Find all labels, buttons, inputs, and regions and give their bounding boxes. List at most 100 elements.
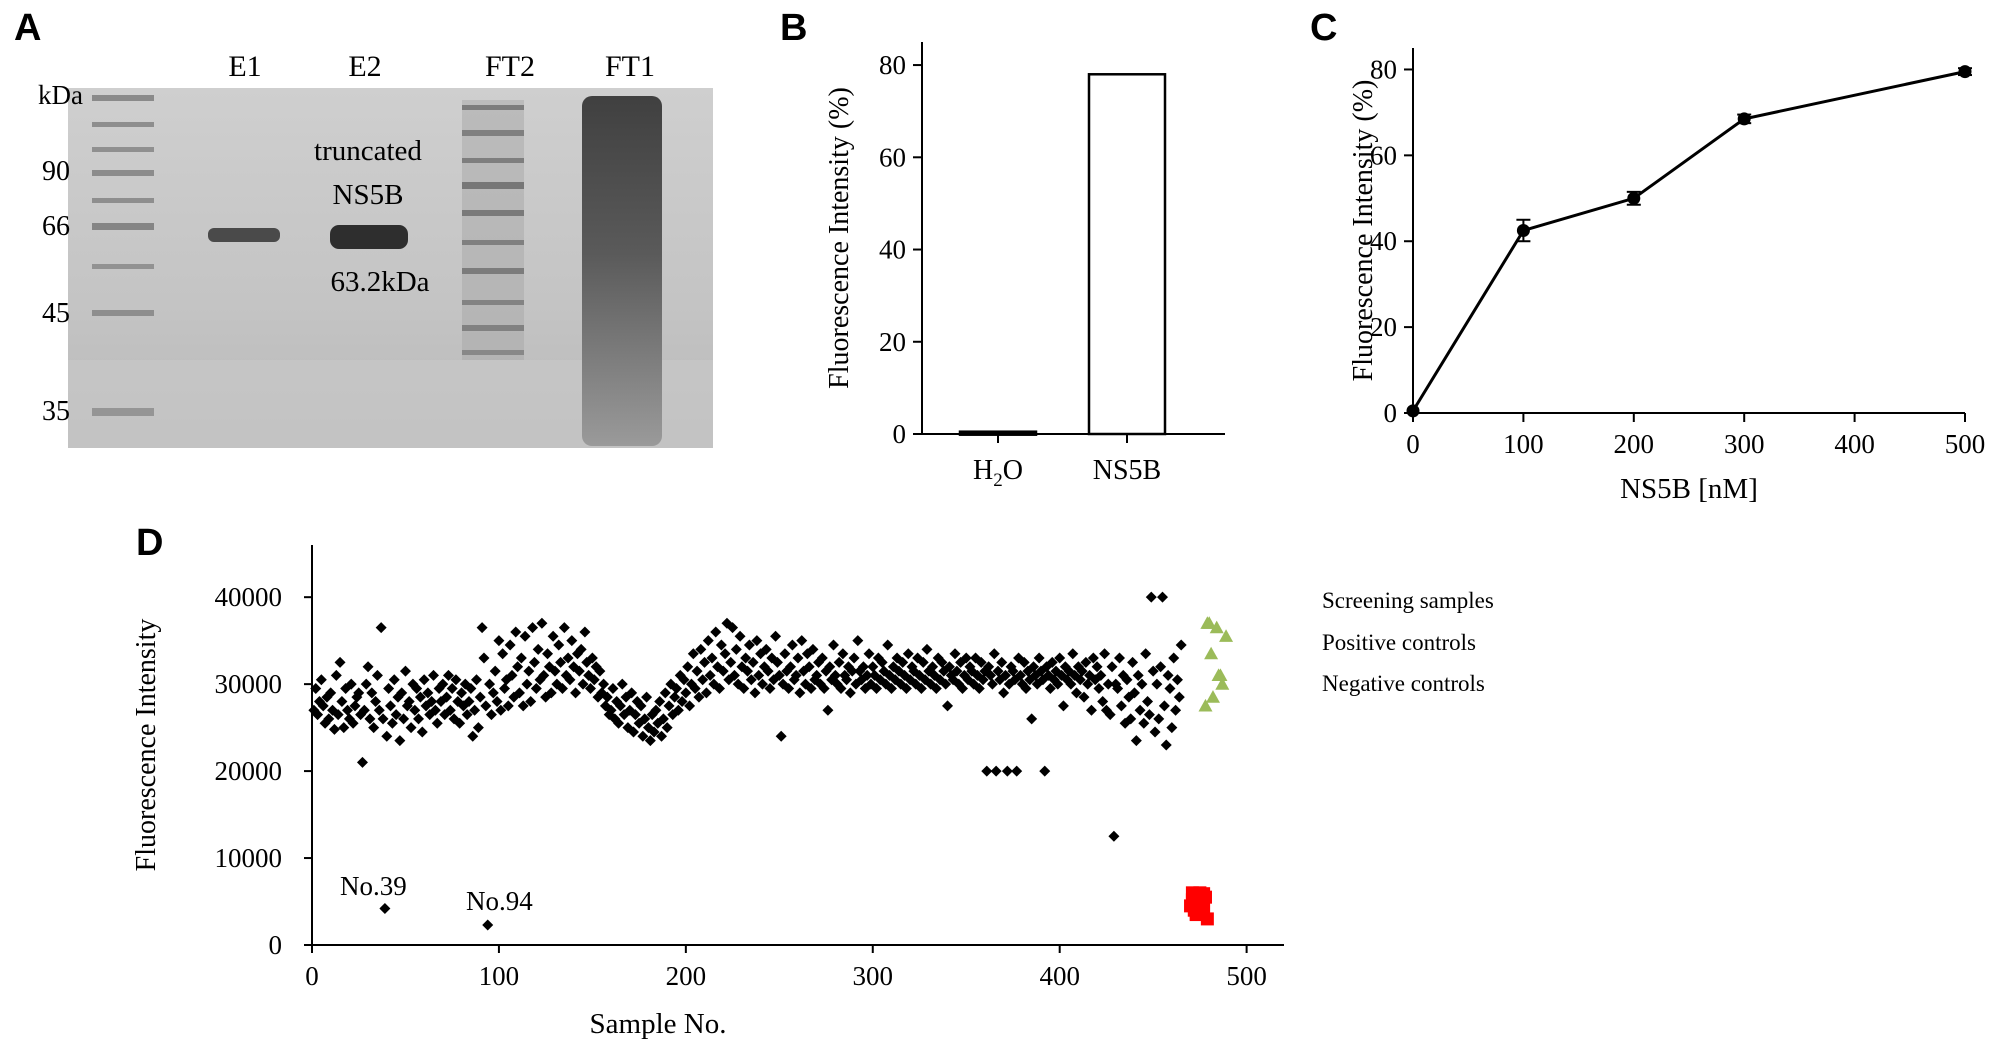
d-screening-point xyxy=(871,682,883,694)
d-screening-point xyxy=(743,639,755,651)
d-screening-point xyxy=(1164,682,1176,694)
d-screening-point xyxy=(1026,713,1038,725)
d-screening-point xyxy=(975,656,987,668)
c-data-point xyxy=(1627,191,1641,205)
d-screening-point xyxy=(977,674,989,686)
d-screening-point xyxy=(833,656,845,668)
d-screening-point xyxy=(1128,687,1140,699)
d-screening-point xyxy=(747,656,759,668)
d-screening-point xyxy=(482,919,494,931)
d-screening-point xyxy=(695,643,707,655)
d-screening-point xyxy=(740,652,752,664)
d-screening-point xyxy=(1127,656,1139,668)
c-y-tick-label: 20 xyxy=(1370,312,1397,342)
d-screening-point xyxy=(525,696,537,708)
d-screening-point xyxy=(713,682,725,694)
lane-label-ft2: FT2 xyxy=(485,50,535,83)
c-series-line xyxy=(1411,70,1966,412)
d-screening-point xyxy=(861,669,873,681)
d-screening-point xyxy=(828,639,840,651)
d-screening-point xyxy=(1044,682,1056,694)
d-screening-point xyxy=(371,669,383,681)
d-screening-point xyxy=(1099,648,1111,660)
d-screening-point xyxy=(992,665,1004,677)
d-screening-point xyxy=(517,700,529,712)
d-screening-point xyxy=(317,700,329,712)
d-screening-point xyxy=(334,656,346,668)
d-screening-point xyxy=(456,687,468,699)
d-screening-point xyxy=(760,643,772,655)
d-screening-point xyxy=(411,682,423,694)
d-screening-point xyxy=(315,674,327,686)
ladder-lane xyxy=(92,95,154,416)
c-x-tick-label: 100 xyxy=(1503,429,1544,459)
d-screening-point xyxy=(1112,682,1124,694)
d-screening-point xyxy=(1149,726,1161,738)
d-screening-point xyxy=(467,730,479,742)
c-y-tick-label: 40 xyxy=(1370,226,1397,256)
marker-label-45: 45 xyxy=(42,298,70,329)
d-screening-point xyxy=(1052,678,1064,690)
d-y-axis-label: Fluorescence Intensity xyxy=(131,619,162,872)
panel-a-letter: A xyxy=(14,7,41,49)
d-screening-point xyxy=(730,643,742,655)
legend-negative: Negative controls xyxy=(1322,671,1485,696)
d-screening-point xyxy=(594,665,606,677)
d-screening-point xyxy=(575,643,587,655)
d-positive-point xyxy=(1198,698,1213,712)
d-screening-point xyxy=(773,669,785,681)
d-screening-point xyxy=(1091,661,1103,673)
d-screening-point xyxy=(863,648,875,660)
d-screening-point xyxy=(846,665,858,677)
d-positive-point xyxy=(1211,668,1226,682)
d-screening-point xyxy=(794,687,806,699)
kda-label: kDa xyxy=(38,80,83,110)
d-screening-point xyxy=(807,643,819,655)
d-screening-point xyxy=(949,648,961,660)
d-screening-point xyxy=(829,669,841,681)
d-screening-point xyxy=(745,674,757,686)
d-screening-point xyxy=(805,682,817,694)
d-screening-point xyxy=(930,682,942,694)
d-screening-point xyxy=(951,665,963,677)
chart-c: 0 20 40 60 80 0 100 200 300 400 500 NS5B [nM] Fluore… xyxy=(1348,48,1985,505)
c-y-axis-label: Fluorescence Intensity (%) xyxy=(1348,80,1379,382)
d-screening-point xyxy=(629,709,641,721)
b-y-tick-label: 40 xyxy=(879,235,906,265)
d-positive-point xyxy=(1205,690,1220,703)
ft2-band xyxy=(462,325,524,331)
ft2-lane xyxy=(462,100,524,360)
d-screening-point xyxy=(1020,682,1032,694)
d-screening-point xyxy=(556,682,568,694)
d-screening-point xyxy=(431,717,443,729)
d-screening-point xyxy=(1102,678,1114,690)
d-screening-point xyxy=(1115,700,1127,712)
d-screening-point xyxy=(504,639,516,651)
d-screening-point xyxy=(738,682,750,694)
d-x-tick-label: 400 xyxy=(1039,961,1080,991)
d-screening-point xyxy=(1158,700,1170,712)
d-screening-point xyxy=(356,756,368,768)
ladder-band xyxy=(92,198,154,203)
d-screening-point xyxy=(385,700,397,712)
d-screening-point xyxy=(917,656,929,668)
d-screening-point xyxy=(388,674,400,686)
d-screening-point xyxy=(381,730,393,742)
d-screening-point xyxy=(474,691,486,703)
d-screening-point xyxy=(635,700,647,712)
d-screening-point xyxy=(579,626,591,638)
d-screening-point xyxy=(885,682,897,694)
d-screening-point xyxy=(536,617,548,629)
d-screening-point xyxy=(349,700,361,712)
d-screening-point xyxy=(325,687,337,699)
d-screening-point xyxy=(383,682,395,694)
d-screening-point xyxy=(998,687,1010,699)
d-screening-point xyxy=(487,687,499,699)
ladder-band xyxy=(92,408,154,416)
d-screening-point xyxy=(1087,652,1099,664)
d-screening-point xyxy=(915,682,927,694)
d-screening-point xyxy=(562,652,574,664)
ladder-band xyxy=(92,170,154,176)
d-screening-point xyxy=(510,626,522,638)
legend-positive: Positive controls xyxy=(1322,630,1476,655)
